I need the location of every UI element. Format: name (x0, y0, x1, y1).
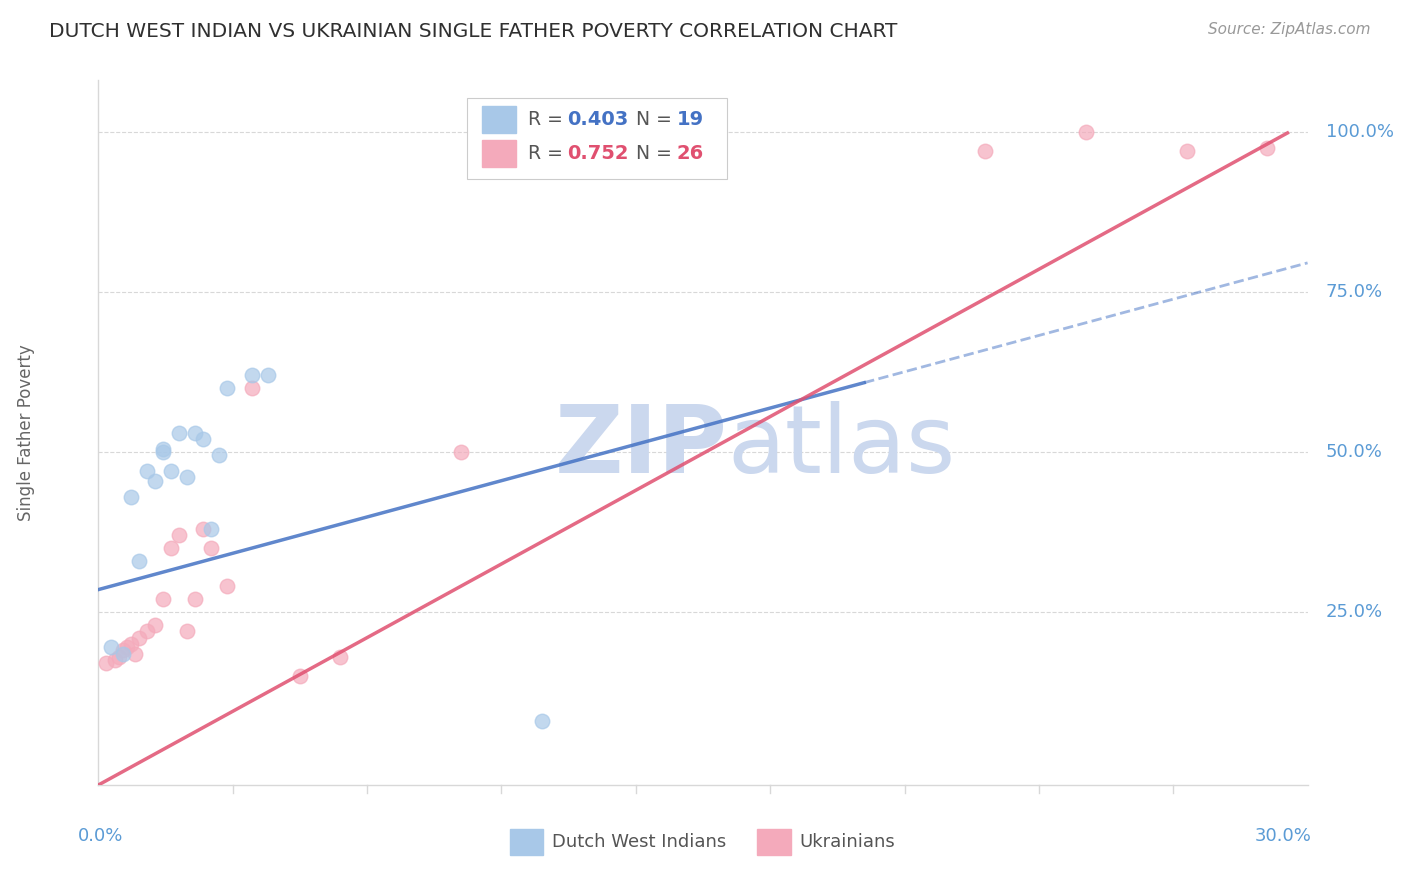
Text: 30.0%: 30.0% (1254, 827, 1312, 846)
Point (143, 474, 166, 488)
Text: 0.403: 0.403 (568, 111, 628, 129)
Point (103, 653, 125, 667)
Point (240, 381, 263, 395)
Point (107, 649, 129, 664)
Point (143, 617, 166, 632)
Text: 50.0%: 50.0% (1326, 442, 1382, 461)
Point (200, 541, 222, 555)
Point (193, 432, 215, 446)
Point (115, 640, 138, 655)
Point (120, 490, 142, 504)
Point (1175, 144, 1198, 158)
Point (530, 714, 553, 728)
Point (124, 647, 146, 661)
Point (135, 464, 157, 478)
Text: ZIP: ZIP (554, 401, 727, 492)
Point (240, 368, 263, 382)
Point (120, 637, 142, 651)
Point (111, 643, 134, 657)
Text: 0.752: 0.752 (568, 145, 628, 163)
Point (193, 522, 215, 536)
Point (256, 368, 278, 382)
Point (1256, 140, 1278, 154)
Text: N =: N = (637, 111, 678, 129)
Text: Ukrainians: Ukrainians (800, 833, 896, 851)
Text: atlas: atlas (727, 401, 956, 492)
Point (100, 640, 122, 655)
FancyBboxPatch shape (482, 140, 516, 167)
Text: 0.0%: 0.0% (79, 827, 124, 846)
Point (176, 470, 198, 484)
Point (96, 657, 118, 671)
Point (184, 592, 207, 607)
Point (111, 647, 134, 661)
Text: 100.0%: 100.0% (1326, 122, 1393, 141)
FancyBboxPatch shape (509, 829, 543, 855)
Point (152, 442, 174, 456)
Text: DUTCH WEST INDIAN VS UKRAINIAN SINGLE FATHER POVERTY CORRELATION CHART: DUTCH WEST INDIAN VS UKRAINIAN SINGLE FA… (49, 22, 897, 41)
Point (200, 522, 222, 536)
Point (217, 381, 239, 395)
Point (128, 554, 150, 568)
Point (208, 448, 231, 462)
Text: 75.0%: 75.0% (1326, 283, 1384, 301)
Point (1074, 124, 1097, 138)
Point (288, 669, 311, 683)
Point (152, 592, 174, 607)
Point (160, 541, 183, 555)
Point (184, 425, 207, 440)
Point (167, 425, 190, 440)
Point (160, 464, 183, 478)
Text: N =: N = (637, 145, 678, 163)
FancyBboxPatch shape (758, 829, 792, 855)
Point (974, 144, 997, 158)
Text: R =: R = (527, 111, 568, 129)
Text: Single Father Poverty: Single Father Poverty (17, 344, 35, 521)
FancyBboxPatch shape (482, 106, 516, 133)
Text: Source: ZipAtlas.com: Source: ZipAtlas.com (1208, 22, 1371, 37)
Text: Dutch West Indians: Dutch West Indians (551, 833, 725, 851)
Point (152, 445, 174, 459)
Text: 19: 19 (676, 111, 703, 129)
Text: 25.0%: 25.0% (1326, 603, 1384, 621)
Point (167, 528, 190, 542)
Point (329, 649, 352, 664)
Point (135, 624, 157, 639)
Point (128, 631, 150, 645)
Point (176, 624, 198, 639)
Text: R =: R = (527, 145, 568, 163)
Point (450, 445, 472, 459)
FancyBboxPatch shape (467, 98, 727, 179)
Point (217, 579, 239, 593)
Text: 26: 26 (676, 145, 703, 163)
